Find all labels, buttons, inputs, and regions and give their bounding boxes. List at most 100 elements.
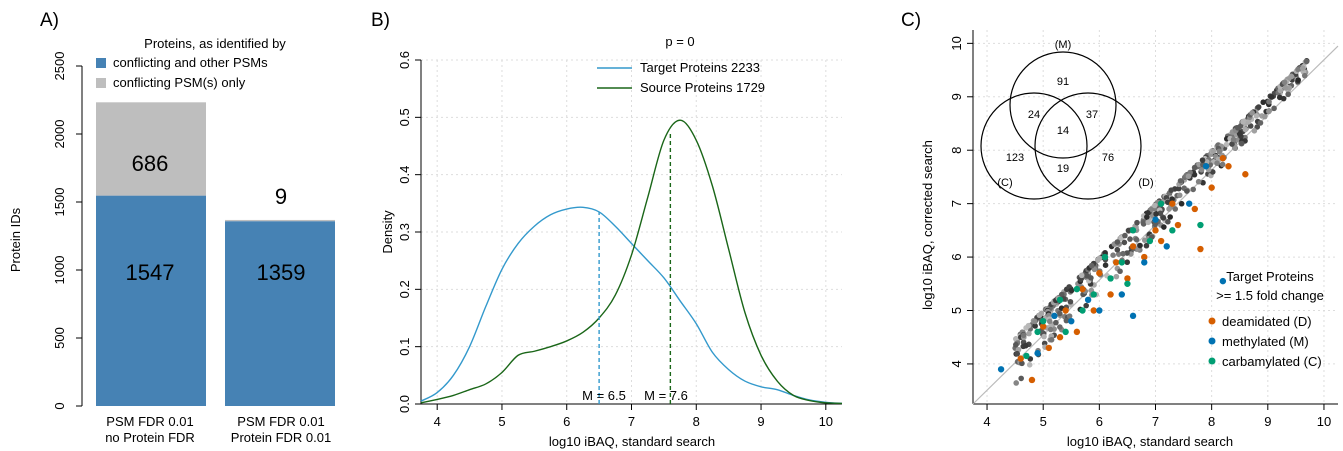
venn-circle-methylated bbox=[1009, 51, 1117, 159]
background-point bbox=[1141, 237, 1148, 244]
background-point bbox=[1285, 91, 1291, 98]
target-protein-points bbox=[997, 155, 1249, 384]
background-point bbox=[1038, 310, 1045, 317]
point-carbamylated bbox=[1101, 253, 1109, 261]
point-deamidated bbox=[1197, 245, 1204, 253]
point-carbamylated bbox=[1197, 221, 1204, 229]
background-point bbox=[1199, 157, 1206, 163]
background-point bbox=[1046, 318, 1053, 325]
background-point bbox=[1032, 318, 1038, 325]
background-point bbox=[1018, 375, 1024, 382]
point-deamidated bbox=[1039, 323, 1047, 330]
category-1-line-1: PSM FDR 0.01 bbox=[106, 414, 193, 429]
panel-b-xtick-label: 9 bbox=[757, 414, 764, 429]
legend-swatch-conflicting-only bbox=[96, 78, 106, 88]
panel-a-label: A) bbox=[40, 10, 59, 31]
legend-label-conflicting-and-other: conflicting and other PSMs bbox=[113, 55, 268, 70]
panel-c-ytick-label: 6 bbox=[949, 253, 964, 260]
background-point bbox=[1025, 322, 1032, 329]
background-point bbox=[1299, 65, 1306, 71]
background-point bbox=[1032, 323, 1038, 329]
panel-c-xtick-label: 5 bbox=[1040, 414, 1047, 429]
point-deamidated bbox=[1096, 269, 1103, 277]
point-deamidated bbox=[1174, 221, 1182, 229]
background-point bbox=[1198, 166, 1205, 173]
legend-label-carbamylated: carbamylated (C) bbox=[1222, 354, 1322, 369]
panel-b-grid bbox=[421, 59, 842, 405]
venn-count-md: 37 bbox=[1086, 109, 1098, 121]
background-point bbox=[1057, 310, 1063, 317]
background-point bbox=[1191, 171, 1198, 178]
panel-c-xtick-label: 7 bbox=[1152, 414, 1159, 429]
point-deamidated bbox=[1242, 171, 1249, 178]
background-point bbox=[1047, 326, 1054, 333]
point-methylated bbox=[1096, 307, 1103, 314]
panel-a-yticks: 0 500 1000 1500 2000 2500 bbox=[52, 52, 82, 410]
panel-c-xtick-label: 8 bbox=[1208, 414, 1215, 429]
bar-2-conflicting-and-other bbox=[225, 221, 335, 406]
background-point bbox=[1261, 113, 1268, 120]
point-carbamylated bbox=[1107, 275, 1114, 282]
background-point bbox=[1067, 298, 1074, 305]
point-carbamylated bbox=[1073, 285, 1081, 293]
background-point bbox=[1288, 73, 1295, 80]
point-deamidated bbox=[1079, 285, 1086, 293]
background-point bbox=[1266, 108, 1272, 115]
panel-c-ytick-label: 8 bbox=[949, 147, 964, 154]
panel-b-ytick-label: 0.0 bbox=[397, 395, 412, 413]
background-point bbox=[1121, 239, 1128, 246]
background-point bbox=[1257, 120, 1264, 126]
background-point bbox=[1152, 202, 1158, 209]
bar-2-bottom-value: 1359 bbox=[257, 260, 306, 285]
background-point bbox=[1168, 187, 1175, 193]
background-point bbox=[1271, 105, 1277, 112]
point-carbamylated bbox=[1023, 352, 1030, 360]
panel-c-xtick-label: 6 bbox=[1096, 414, 1103, 429]
panel-b-ytick-label: 0.6 bbox=[397, 51, 412, 69]
background-point bbox=[1110, 252, 1116, 259]
background-point bbox=[1268, 94, 1275, 100]
background-point bbox=[1282, 85, 1289, 91]
venn-count-m-only: 91 bbox=[1057, 76, 1069, 88]
background-point bbox=[1167, 214, 1173, 220]
bar-1-conflicting-only bbox=[96, 102, 206, 196]
background-point bbox=[1068, 287, 1075, 294]
point-methylated bbox=[1219, 277, 1227, 285]
background-point bbox=[1223, 141, 1230, 148]
background-point bbox=[1210, 148, 1217, 154]
point-deamidated bbox=[1225, 163, 1232, 170]
panel-c-ytick-label: 9 bbox=[949, 93, 964, 100]
legend-dot-deamidated bbox=[1208, 317, 1216, 325]
background-point bbox=[1014, 350, 1021, 357]
panel-b: B) 4 5 6 7 8 9 10 0.0 0.1 0.2 0.3 0.4 0.5 0.6 Density… bbox=[371, 10, 843, 449]
background-point bbox=[1122, 232, 1128, 239]
background-point bbox=[1102, 262, 1109, 268]
point-carbamylated bbox=[1062, 328, 1069, 336]
point-methylated bbox=[997, 366, 1005, 373]
bar-1-top-value: 686 bbox=[132, 151, 169, 176]
point-methylated bbox=[1068, 317, 1075, 325]
legend-label-target: Target Proteins 2233 bbox=[640, 60, 760, 75]
background-point bbox=[1053, 319, 1059, 326]
background-point bbox=[1013, 380, 1020, 386]
bar-2-top-value: 9 bbox=[275, 184, 287, 209]
panel-b-ylabel: Density bbox=[380, 210, 395, 254]
background-point bbox=[1041, 333, 1047, 340]
panel-b-ytick-label: 0.2 bbox=[397, 280, 412, 298]
background-point bbox=[1184, 188, 1190, 194]
background-point bbox=[1127, 236, 1133, 242]
venn-circle-carbamylated bbox=[980, 92, 1088, 200]
background-point bbox=[1236, 130, 1243, 137]
panel-c-ylabel: log10 iBAQ, corrected search bbox=[920, 140, 935, 310]
point-deamidated bbox=[1208, 184, 1215, 191]
point-methylated bbox=[1051, 312, 1058, 320]
point-deamidated bbox=[1073, 328, 1081, 336]
panel-c-ytick-label: 7 bbox=[949, 200, 964, 207]
panel-c-xtick-label: 10 bbox=[1317, 414, 1331, 429]
category-2-line-1: PSM FDR 0.01 bbox=[237, 414, 324, 429]
panel-c-ticks: 4 5 6 7 8 9 10 4 5 6 7 8 9 10 bbox=[949, 36, 1331, 429]
background-point bbox=[1088, 262, 1095, 269]
panel-b-xlabel: log10 iBAQ, standard search bbox=[549, 434, 715, 449]
panel-b-ytick-label: 0.1 bbox=[397, 338, 412, 356]
panel-c-label: C) bbox=[901, 10, 921, 31]
